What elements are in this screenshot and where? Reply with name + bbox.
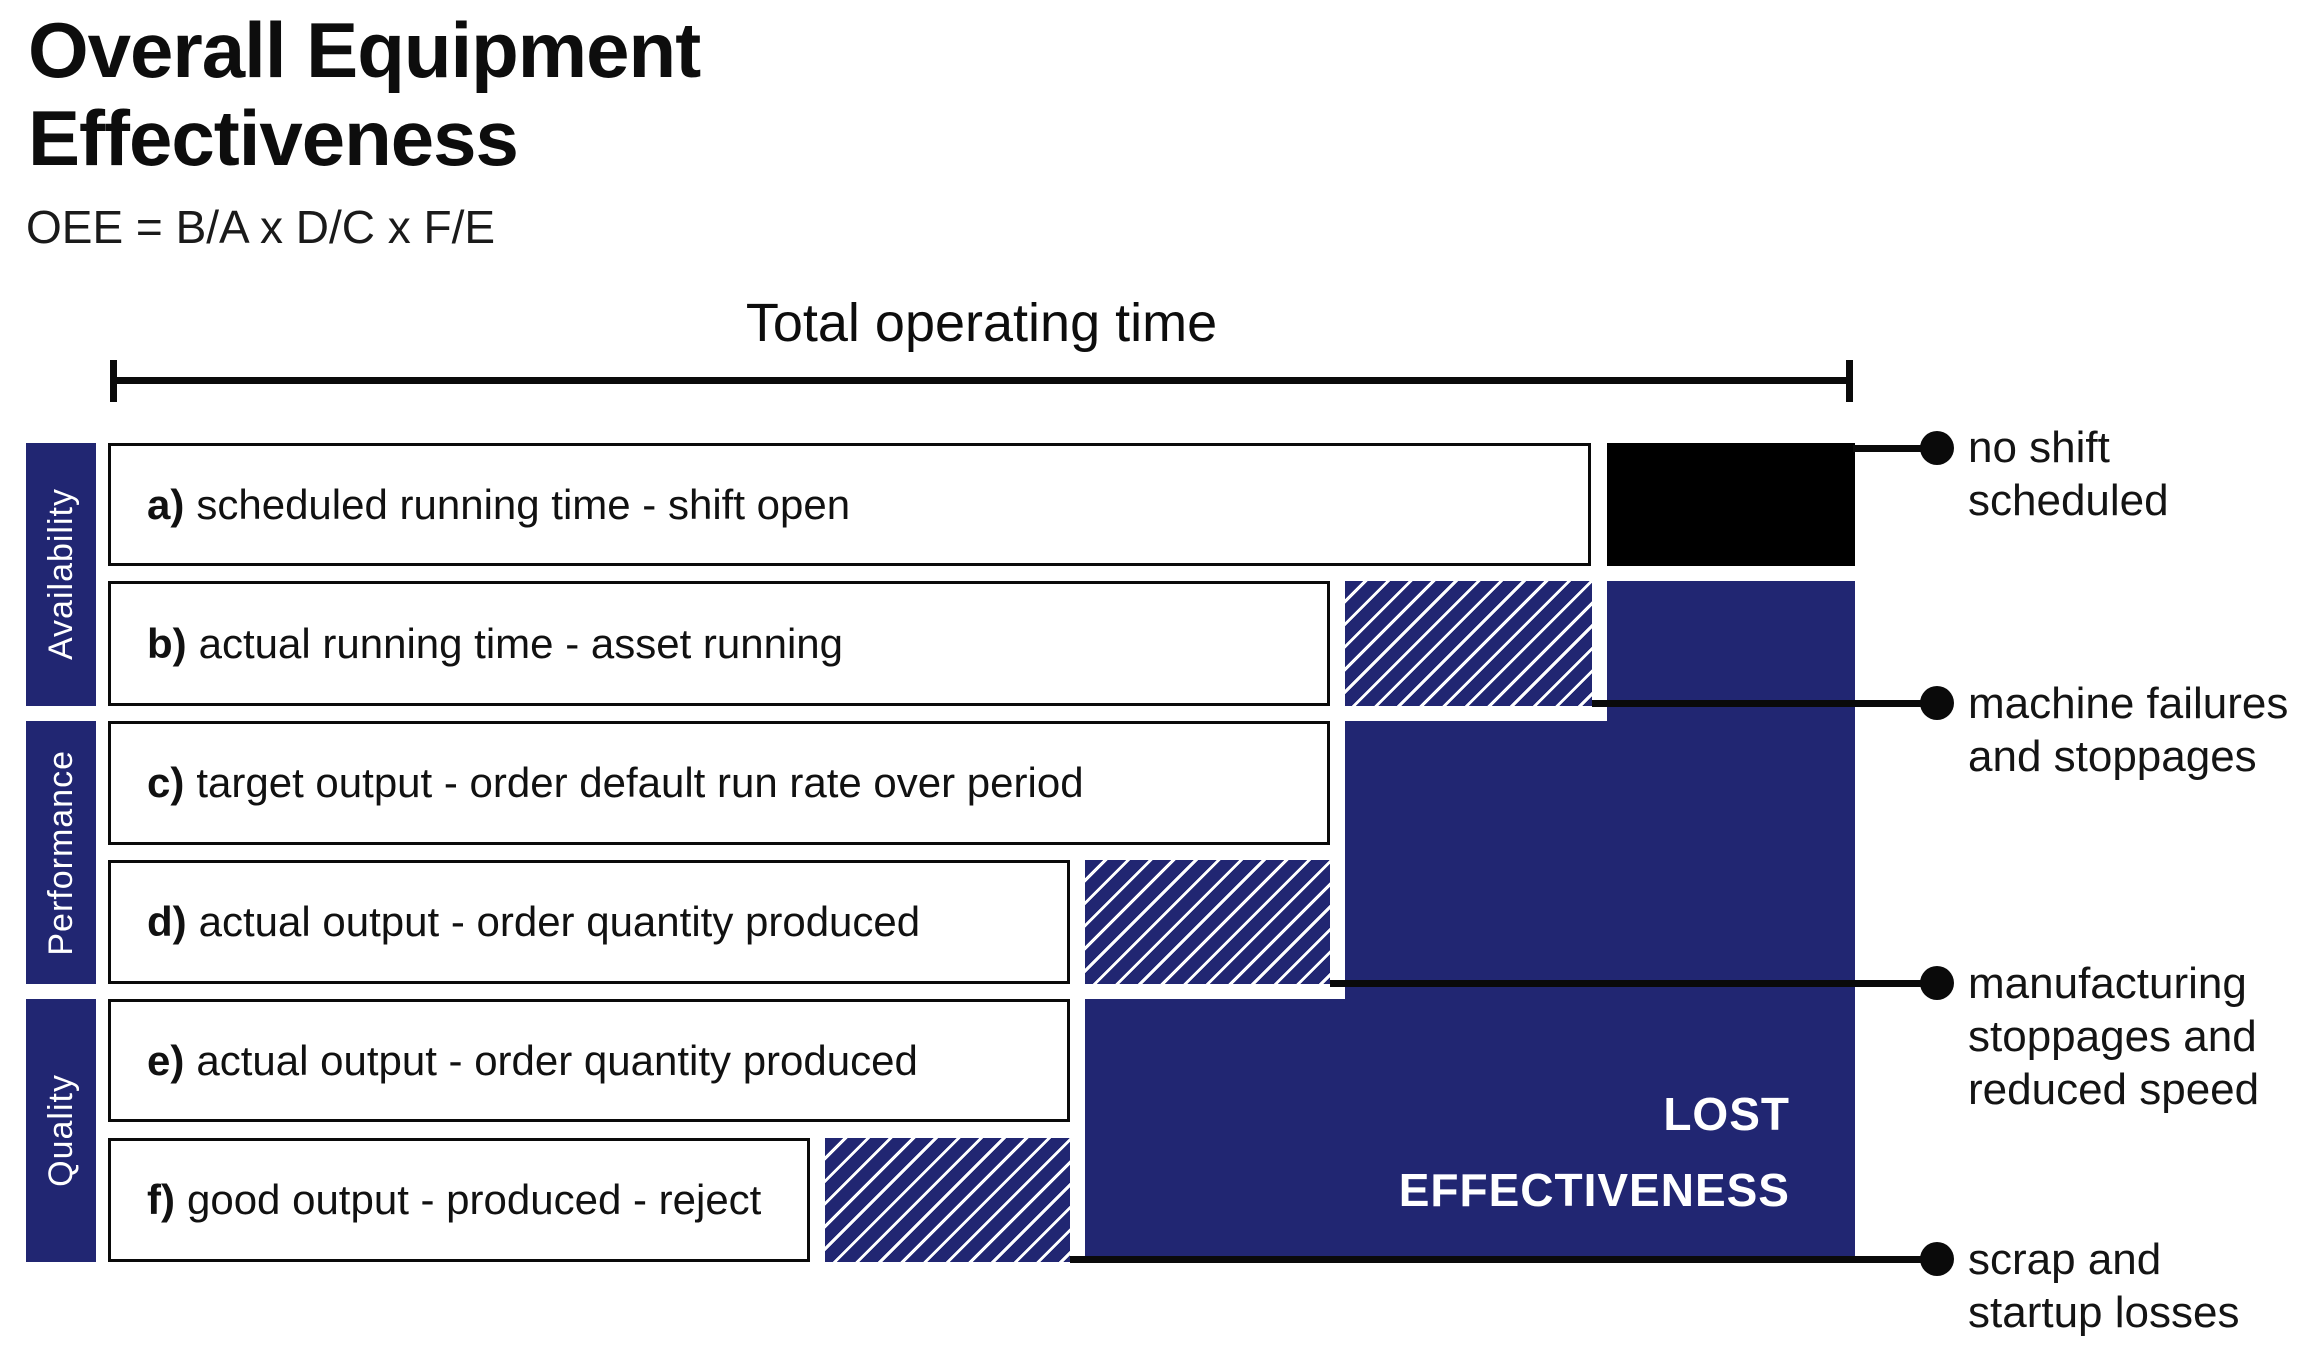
oee-formula: OEE = B/A x D/C x F/E <box>26 201 496 253</box>
no-shift-scheduled-box <box>1607 443 1855 566</box>
bar-c-letter: c) <box>147 759 185 806</box>
callout-line-no-shift <box>1853 445 1937 452</box>
callout-text-manufacturing-stoppages: manufacturing stoppages and reduced spee… <box>1968 957 2259 1116</box>
performance-loss-hatch <box>1085 860 1330 984</box>
callout-manufacturing-line2: stoppages and <box>1968 1012 2257 1061</box>
lost-effectiveness-label: LOST EFFECTIVENESS <box>1190 1076 1790 1228</box>
callout-no-shift-line2: scheduled <box>1968 476 2169 525</box>
bracket-tick-left <box>110 360 117 402</box>
callout-scrap-line1: scrap and <box>1968 1235 2162 1284</box>
bar-e-letter: e) <box>147 1036 185 1084</box>
callout-dot-manufacturing-stoppages <box>1920 966 1954 1000</box>
category-performance-label: Performance <box>41 749 80 956</box>
availability-loss-hatch <box>1345 581 1592 706</box>
callout-text-machine-failures: machine failures and stoppages <box>1968 677 2288 783</box>
page-title: Overall Equipment Effectiveness <box>28 6 701 182</box>
bar-d-letter: d) <box>147 898 187 945</box>
callout-line-machine-failures <box>1592 700 1937 707</box>
bar-d: d) actual output - order quantity produc… <box>108 860 1070 984</box>
category-availability: Availability <box>26 443 96 706</box>
callout-dot-no-shift <box>1920 431 1954 465</box>
callout-dot-scrap <box>1920 1242 1954 1276</box>
quality-loss-hatch <box>825 1138 1070 1262</box>
bar-a-letter: a) <box>147 480 185 528</box>
category-quality-label: Quality <box>41 1074 80 1187</box>
callout-machine-failures-line2: and stoppages <box>1968 732 2257 781</box>
callout-manufacturing-line1: manufacturing <box>1968 959 2247 1008</box>
callout-machine-failures-line1: machine failures <box>1968 679 2289 728</box>
bracket-tick-right <box>1846 360 1853 402</box>
callout-scrap-line2: startup losses <box>1968 1288 2240 1337</box>
bar-e-label: actual output - order quantity produced <box>196 1036 918 1084</box>
lost-effectiveness-region-right <box>1607 581 1855 1262</box>
bar-f-label: good output - produced - reject <box>186 1176 762 1223</box>
total-operating-time-label: Total operating time <box>745 293 1218 353</box>
bar-f: f) good output - produced - reject <box>108 1138 810 1262</box>
lost-effectiveness-region-left <box>1085 999 1345 1262</box>
callout-line-scrap <box>1070 1256 1937 1263</box>
callout-text-no-shift: no shift scheduled <box>1968 421 2169 527</box>
lost-effectiveness-line2: EFFECTIVENESS <box>1398 1164 1790 1216</box>
bar-b-label: actual running time - asset running <box>198 619 844 667</box>
bar-b: b) actual running time - asset running <box>108 581 1330 706</box>
bar-a: a) scheduled running time - shift open <box>108 443 1591 566</box>
lost-effectiveness-region-middle <box>1345 721 1607 1262</box>
callout-dot-machine-failures <box>1920 686 1954 720</box>
category-performance: Performance <box>26 721 96 984</box>
page-title-line2: Effectiveness <box>28 94 519 182</box>
callout-text-scrap: scrap and startup losses <box>1968 1233 2239 1339</box>
bracket-line <box>110 377 1853 384</box>
page-title-line1: Overall Equipment <box>28 6 701 94</box>
bar-a-label: scheduled running time - shift open <box>196 480 851 528</box>
lost-effectiveness-line1: LOST <box>1663 1088 1790 1140</box>
category-quality: Quality <box>26 999 96 1262</box>
bar-f-letter: f) <box>147 1176 175 1223</box>
callout-manufacturing-line3: reduced speed <box>1968 1065 2260 1114</box>
bar-c: c) target output - order default run rat… <box>108 721 1330 845</box>
bar-b-letter: b) <box>147 619 187 667</box>
callout-no-shift-line1: no shift <box>1968 423 2110 472</box>
category-availability-label: Availability <box>41 488 80 661</box>
callout-line-manufacturing-stoppages <box>1330 980 1937 987</box>
bar-e: e) actual output - order quantity produc… <box>108 999 1070 1122</box>
bar-d-label: actual output - order quantity produced <box>198 898 921 945</box>
bar-c-label: target output - order default run rate o… <box>196 759 1084 806</box>
